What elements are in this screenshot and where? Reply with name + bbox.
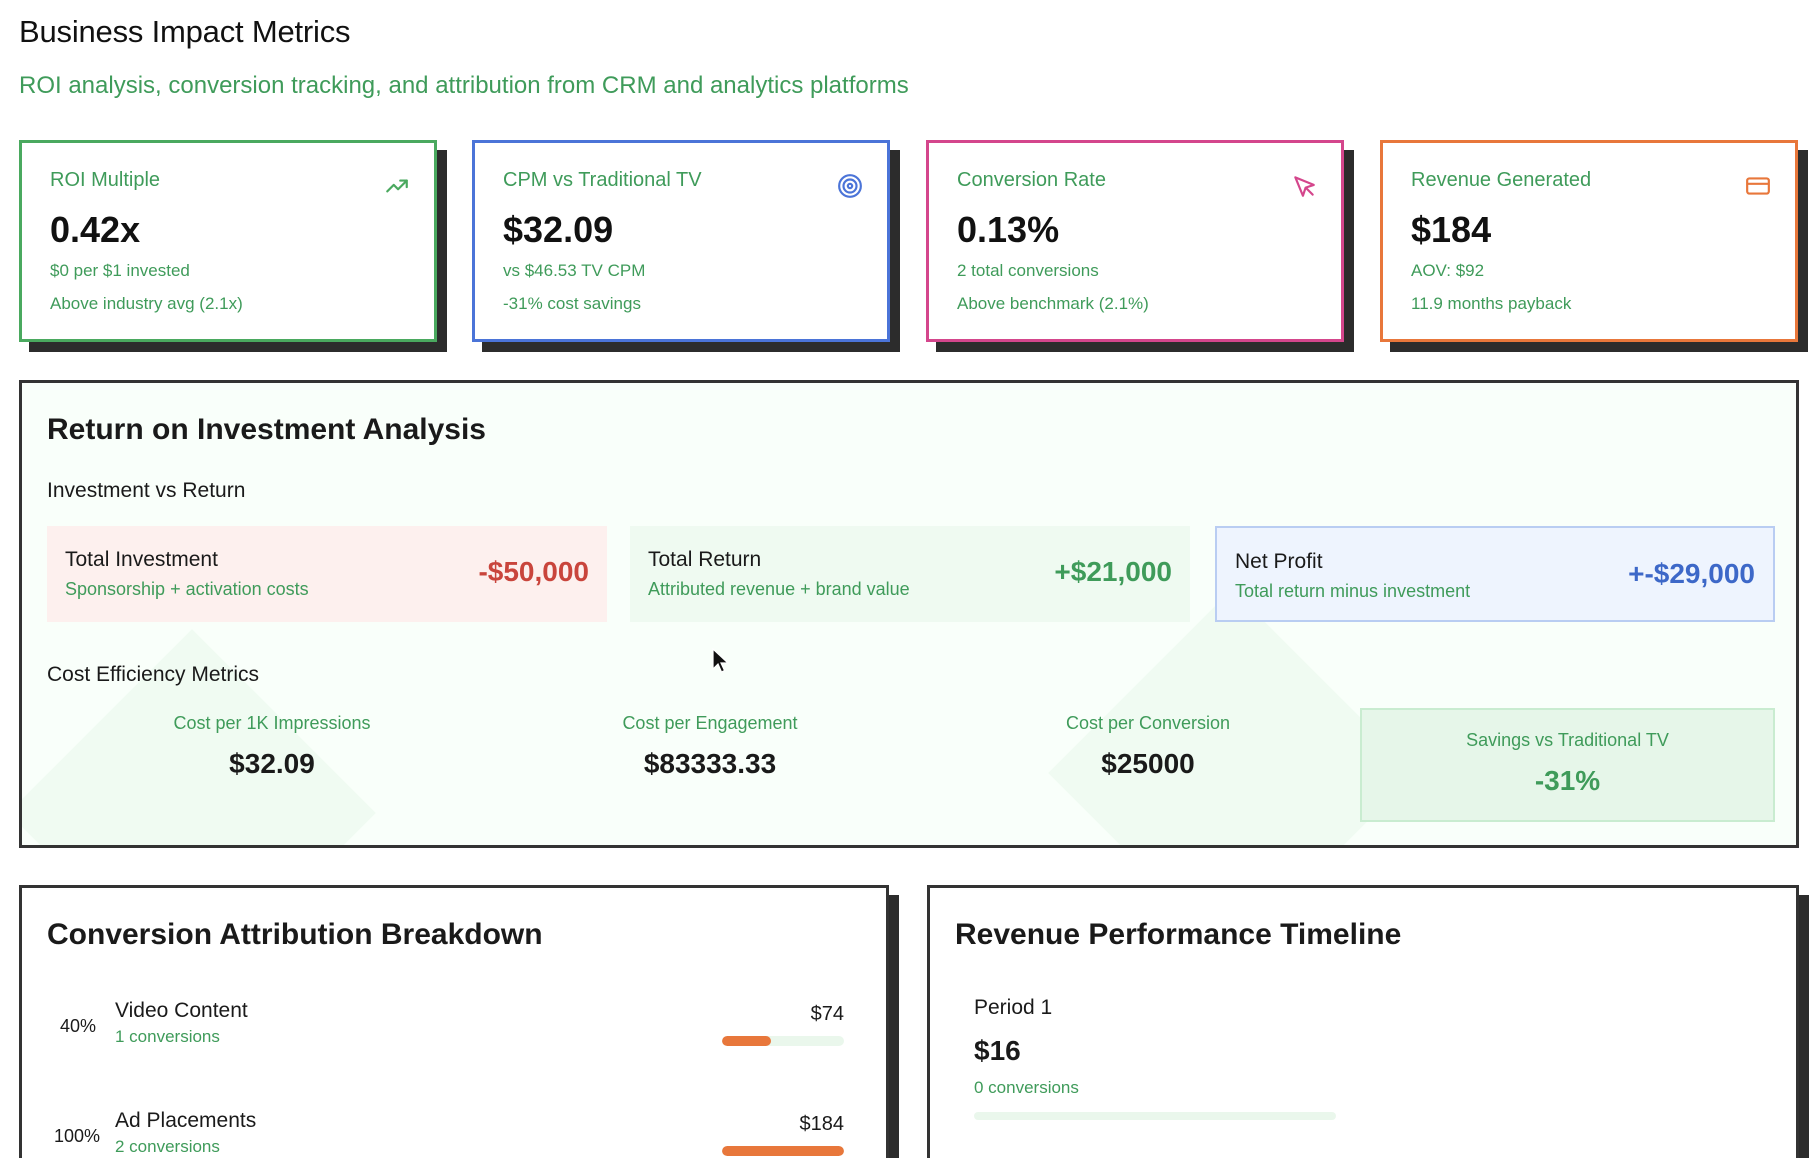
attribution-progress-track bbox=[722, 1036, 844, 1046]
attribution-percent: 100% bbox=[54, 1126, 101, 1146]
total-return-value: +$21,000 bbox=[1054, 556, 1172, 587]
attribution-name: Ad Placements bbox=[115, 1109, 257, 1132]
cursor-click-icon bbox=[1294, 176, 1315, 197]
eff-value: -31% bbox=[1534, 765, 1601, 796]
kpi-card-roi-multiple[interactable]: ROI Multiple 0.42x $0 per $1 invested Ab… bbox=[19, 140, 437, 342]
kpi-row: ROI Multiple 0.42x $0 per $1 invested Ab… bbox=[19, 140, 1799, 350]
net-profit-desc: Total return minus investment bbox=[1235, 581, 1471, 601]
kpi-card-cpm[interactable]: CPM vs Traditional TV $32.09 vs $46.53 T… bbox=[472, 140, 890, 342]
mouse-pointer-icon bbox=[712, 648, 730, 673]
attribution-panel: Conversion Attribution Breakdown 40% Vid… bbox=[19, 885, 889, 1158]
attribution-percent: 40% bbox=[60, 1016, 97, 1036]
period-conversions: 0 conversions bbox=[974, 1078, 1079, 1097]
credit-card-icon bbox=[1746, 177, 1770, 195]
revenue-timeline-panel: Revenue Performance Timeline Period 1 $1… bbox=[927, 885, 1799, 1158]
total-investment-title: Total Investment bbox=[65, 548, 218, 571]
roi-panel-title: Return on Investment Analysis bbox=[47, 413, 486, 446]
eff-value: $25000 bbox=[1101, 748, 1195, 779]
kpi-label: Conversion Rate bbox=[957, 169, 1106, 191]
cost-per-conversion: Cost per Conversion $25000 bbox=[938, 713, 1358, 780]
eff-value: $83333.33 bbox=[643, 748, 777, 779]
total-return-desc: Attributed revenue + brand value bbox=[648, 579, 910, 599]
attribution-conversions: 2 conversions bbox=[115, 1137, 220, 1156]
eff-label: Cost per Engagement bbox=[622, 713, 798, 733]
kpi-sub: 2 total conversions bbox=[957, 261, 1099, 280]
attribution-amount: $184 bbox=[799, 1113, 845, 1135]
kpi-note: -31% cost savings bbox=[503, 294, 641, 313]
attribution-progress-fill bbox=[722, 1146, 844, 1156]
kpi-value: $184 bbox=[1411, 209, 1492, 250]
kpi-note: 11.9 months payback bbox=[1411, 294, 1572, 313]
total-investment-box: Total Investment Sponsorship + activatio… bbox=[47, 526, 607, 622]
period-value: $16 bbox=[974, 1035, 1021, 1066]
period-label: Period 1 bbox=[974, 996, 1053, 1019]
kpi-value: 0.13% bbox=[957, 209, 1060, 250]
page-title: Business Impact Metrics bbox=[19, 14, 351, 49]
eff-value: $32.09 bbox=[229, 748, 315, 779]
cost-per-engagement: Cost per Engagement $83333.33 bbox=[500, 713, 920, 780]
kpi-label: CPM vs Traditional TV bbox=[503, 169, 702, 191]
trending-up-icon bbox=[386, 179, 408, 193]
attribution-row: 40% Video Content 1 conversions $74 bbox=[22, 991, 886, 1071]
kpi-value: 0.42x bbox=[50, 209, 141, 250]
kpi-note: Above industry avg (2.1x) bbox=[50, 294, 243, 313]
total-investment-value: -$50,000 bbox=[478, 556, 589, 587]
page-subtitle: ROI analysis, conversion tracking, and a… bbox=[19, 72, 909, 99]
attribution-row: 100% Ad Placements 2 conversions $184 bbox=[22, 1101, 886, 1158]
kpi-label: ROI Multiple bbox=[50, 169, 161, 191]
net-profit-box: Net Profit Total return minus investment… bbox=[1215, 526, 1775, 622]
kpi-sub: vs $46.53 TV CPM bbox=[503, 261, 646, 280]
kpi-sub: $0 per $1 invested bbox=[50, 261, 190, 280]
kpi-label: Revenue Generated bbox=[1411, 169, 1592, 191]
savings-vs-traditional-tv: Savings vs Traditional TV -31% bbox=[1360, 708, 1775, 822]
eff-label: Cost per 1K Impressions bbox=[173, 713, 371, 733]
cost-per-1k-impressions: Cost per 1K Impressions $32.09 bbox=[62, 713, 482, 780]
net-profit-value: +-$29,000 bbox=[1628, 558, 1755, 589]
eff-label: Savings vs Traditional TV bbox=[1466, 730, 1669, 750]
attribution-name: Video Content bbox=[115, 999, 248, 1022]
attribution-amount: $74 bbox=[810, 1003, 844, 1025]
attribution-progress-track bbox=[722, 1146, 844, 1156]
eff-label: Cost per Conversion bbox=[1065, 713, 1231, 733]
attribution-progress-fill bbox=[722, 1036, 771, 1046]
net-profit-title: Net Profit bbox=[1235, 550, 1323, 573]
total-investment-desc: Sponsorship + activation costs bbox=[65, 579, 309, 599]
kpi-card-revenue-generated[interactable]: Revenue Generated $184 AOV: $92 11.9 mon… bbox=[1380, 140, 1798, 342]
timeline-period: Period 1 $16 0 conversions bbox=[974, 996, 1336, 1120]
total-return-title: Total Return bbox=[648, 548, 762, 571]
total-return-box: Total Return Attributed revenue + brand … bbox=[630, 526, 1190, 622]
kpi-sub: AOV: $92 bbox=[1411, 261, 1485, 280]
roi-analysis-panel: Return on Investment Analysis Investment… bbox=[19, 380, 1799, 848]
investment-section-label: Investment vs Return bbox=[47, 479, 246, 502]
efficiency-section-label: Cost Efficiency Metrics bbox=[47, 663, 259, 686]
kpi-value: $32.09 bbox=[503, 209, 614, 250]
period-progress-track bbox=[974, 1112, 1336, 1120]
timeline-panel-title: Revenue Performance Timeline bbox=[955, 918, 1402, 951]
target-icon bbox=[838, 174, 862, 198]
kpi-note: Above benchmark (2.1%) bbox=[957, 294, 1149, 313]
attribution-panel-title: Conversion Attribution Breakdown bbox=[47, 918, 543, 951]
kpi-card-conversion-rate[interactable]: Conversion Rate 0.13% 2 total conversion… bbox=[926, 140, 1344, 342]
attribution-conversions: 1 conversions bbox=[115, 1027, 220, 1046]
